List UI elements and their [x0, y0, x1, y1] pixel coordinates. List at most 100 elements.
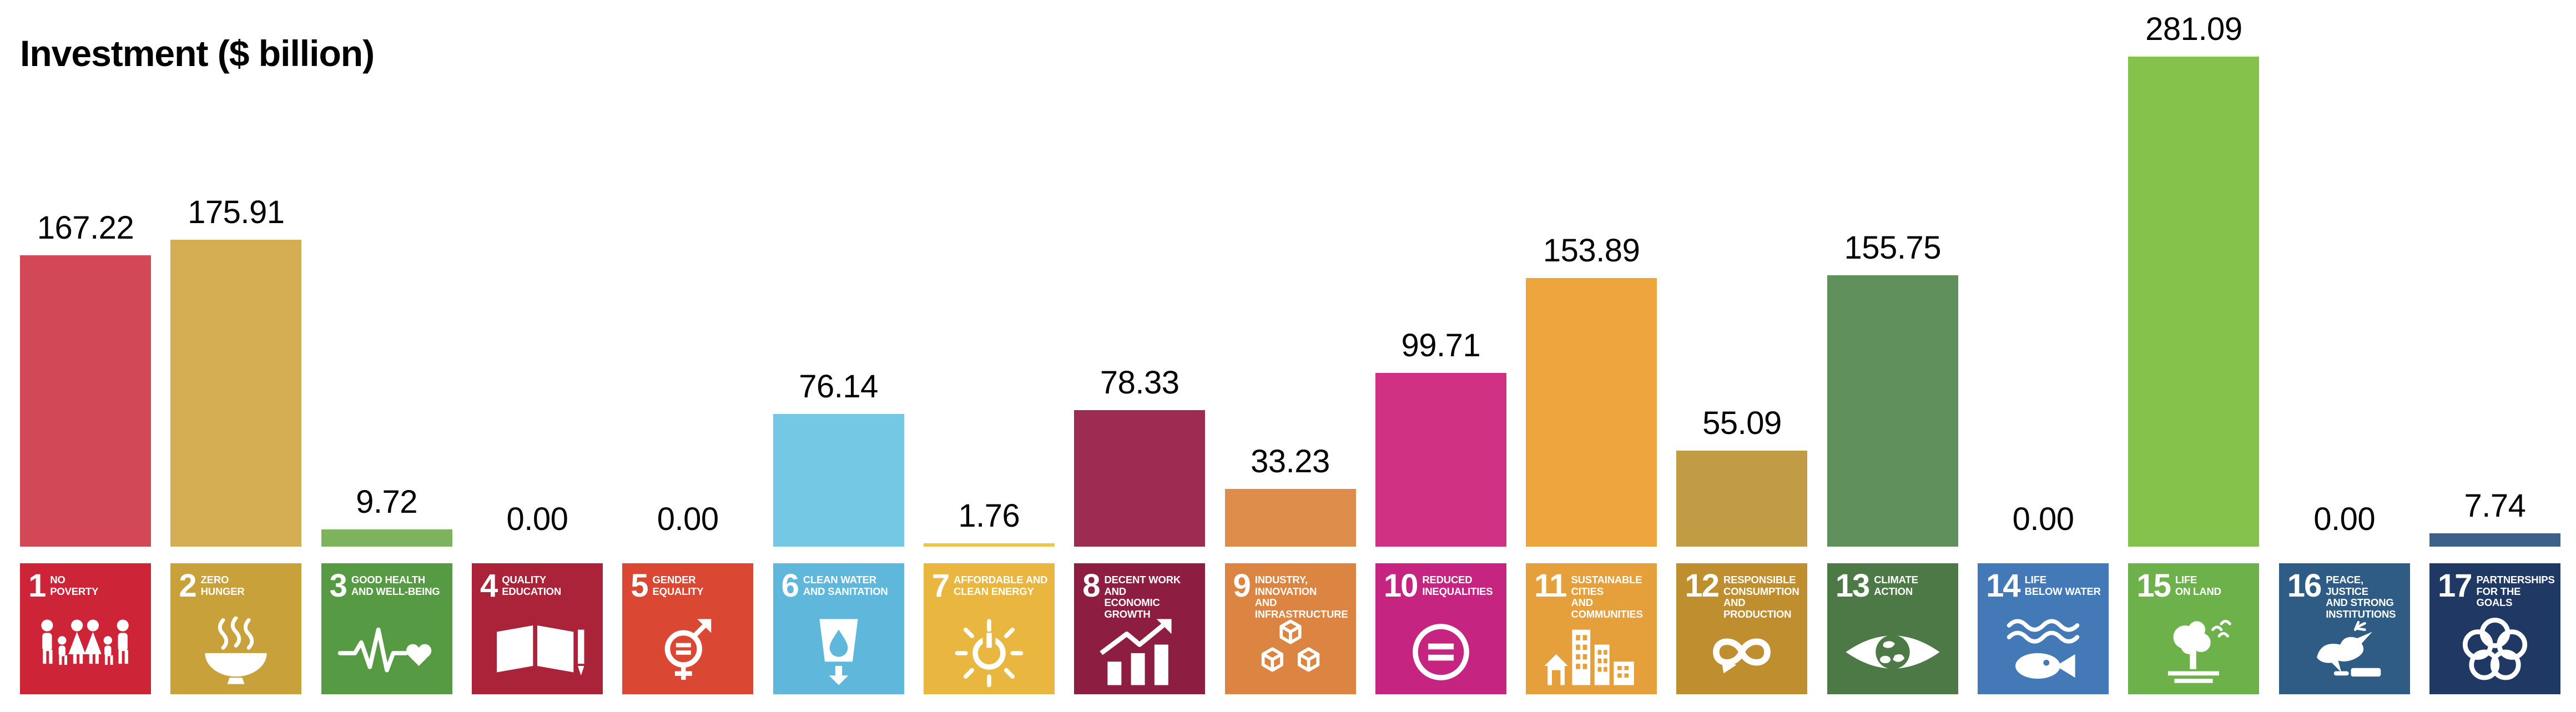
goal-number: 9: [1233, 568, 1251, 604]
equality-icon: [1388, 617, 1494, 688]
tile-header: 16 PEACE, JUSTICE AND STRONG INSTITUTION…: [2287, 568, 2406, 620]
goal-title: SUSTAINABLE CITIES AND COMMUNITIES: [1571, 574, 1643, 620]
bar-value-label: 167.22: [37, 210, 134, 246]
sdg-tile: 13 CLIMATE ACTION: [1827, 563, 1958, 694]
goal-title: REDUCED INEQUALITIES: [1422, 574, 1493, 597]
goal-title: LIFE ON LAND: [2175, 574, 2221, 597]
people-icon: [32, 617, 139, 688]
goal-column: 281.09 15 LIFE ON LAND: [2128, 0, 2260, 712]
goal-title: CLIMATE ACTION: [1874, 574, 1918, 597]
goal-title: INDUSTRY, INNOVATION AND INFRASTRUCTURE: [1254, 574, 1348, 620]
investment-bar: [923, 543, 1055, 547]
goal-title: AFFORDABLE AND CLEAN ENERGY: [954, 574, 1048, 597]
goal-number: 16: [2287, 568, 2322, 604]
goal-number: 5: [631, 568, 648, 604]
sdg-tile: 7 AFFORDABLE AND CLEAN ENERGY: [923, 563, 1055, 694]
goal-title: CLEAN WATER AND SANITATION: [803, 574, 888, 597]
sdg-tile: 12 RESPONSIBLE CONSUMPTION AND PRODUCTIO…: [1676, 563, 1808, 694]
bowl-icon: [183, 617, 289, 688]
bar-value-label: 175.91: [188, 194, 285, 230]
goal-title: QUALITY EDUCATION: [502, 574, 562, 597]
tile-header: 2 ZERO HUNGER: [179, 568, 297, 604]
tile-header: 5 GENDER EQUALITY: [631, 568, 749, 604]
eye-globe-icon: [1839, 617, 1946, 688]
goal-number: 11: [1534, 568, 1567, 604]
growth-chart-icon: [1086, 617, 1193, 688]
investment-bar: [2128, 57, 2260, 547]
sdg-tile: 1 NO POVERTY: [20, 563, 151, 694]
heartbeat-icon: [334, 617, 440, 688]
investment-bar: [20, 255, 151, 547]
sdg-tile: 16 PEACE, JUSTICE AND STRONG INSTITUTION…: [2278, 563, 2410, 694]
bar-value-label: 0.00: [506, 501, 568, 537]
investment-bar: [1676, 451, 1808, 547]
sdg-tile: 6 CLEAN WATER AND SANITATION: [773, 563, 904, 694]
book-icon: [484, 617, 591, 688]
tile-header: 4 QUALITY EDUCATION: [480, 568, 598, 604]
gender-equality-icon: [634, 617, 741, 688]
bar-value-label: 281.09: [2145, 11, 2242, 47]
goal-title: PARTNERSHIPS FOR THE GOALS: [2476, 574, 2555, 609]
goal-number: 4: [480, 568, 498, 604]
goal-column: 0.00 5 GENDER EQUALITY: [622, 0, 754, 712]
investment-bar: [170, 240, 302, 547]
investment-bar: [1074, 410, 1206, 547]
bar-value-label: 76.14: [799, 368, 878, 405]
goal-column: 0.00 14 LIFE BELOW WATER: [1978, 0, 2109, 712]
bar-value-label: 0.00: [657, 501, 719, 537]
tile-header: 14 LIFE BELOW WATER: [1986, 568, 2104, 604]
goal-number: 14: [1986, 568, 2020, 604]
goal-title: GOOD HEALTH AND WELL-BEING: [351, 574, 440, 597]
investment-bar: [1375, 373, 1506, 547]
goal-number: 12: [1685, 568, 1719, 604]
investment-bar: [1526, 278, 1657, 547]
goal-column: 1.76 7 AFFORDABLE AND CLEAN ENERGY: [923, 0, 1055, 712]
tree-icon: [2140, 617, 2247, 688]
goal-column: 155.75 13 CLIMATE ACTION: [1827, 0, 1958, 712]
goal-column: 0.00 4 QUALITY EDUCATION: [471, 0, 603, 712]
sdg-tile: 17 PARTNERSHIPS FOR THE GOALS: [2429, 563, 2560, 694]
goal-title: ZERO HUNGER: [200, 574, 245, 597]
sdg-tile: 3 GOOD HEALTH AND WELL-BEING: [321, 563, 452, 694]
tile-header: 8 DECENT WORK AND ECONOMIC GROWTH: [1082, 570, 1201, 620]
bar-value-label: 99.71: [1401, 327, 1481, 363]
sdg-tile: 15 LIFE ON LAND: [2128, 563, 2260, 694]
dove-icon: [2291, 617, 2398, 688]
tile-header: 3 GOOD HEALTH AND WELL-BEING: [329, 568, 448, 604]
bar-value-label: 33.23: [1251, 443, 1330, 479]
investment-bar: [2429, 533, 2560, 547]
bar-value-label: 78.33: [1100, 365, 1179, 401]
goal-number: 3: [329, 568, 347, 604]
bar-value-label: 153.89: [1542, 233, 1640, 269]
sdg-tile: 8 DECENT WORK AND ECONOMIC GROWTH: [1074, 563, 1206, 694]
goal-number: 7: [931, 568, 950, 604]
sdg-tile: 11 SUSTAINABLE CITIES AND COMMUNITIES: [1526, 563, 1657, 694]
tile-header: 13 CLIMATE ACTION: [1835, 568, 1954, 604]
goal-column: 167.22 1 NO POVERTY: [20, 0, 151, 712]
bar-value-label: 55.09: [1702, 405, 1782, 441]
goal-column: 78.33 8 DECENT WORK AND ECONOMIC GROWTH: [1074, 0, 1206, 712]
goal-title: NO POVERTY: [50, 574, 99, 597]
goal-title: RESPONSIBLE CONSUMPTION AND PRODUCTION: [1723, 574, 1799, 620]
tile-header: 15 LIFE ON LAND: [2136, 570, 2255, 602]
fish-icon: [1990, 617, 2096, 688]
goal-title: GENDER EQUALITY: [652, 574, 704, 597]
bar-value-label: 1.76: [958, 498, 1020, 534]
goal-number: 13: [1835, 568, 1870, 604]
sdg-tile: 4 QUALITY EDUCATION: [471, 563, 603, 694]
goal-column: 9.72 3 GOOD HEALTH AND WELL-BEING: [321, 0, 452, 712]
bar-value-label: 0.00: [2012, 501, 2074, 537]
goal-number: 2: [179, 568, 196, 604]
tile-header: 17 PARTNERSHIPS FOR THE GOALS: [2438, 570, 2556, 609]
sdg-tile: 5 GENDER EQUALITY: [622, 563, 754, 694]
goal-title: DECENT WORK AND ECONOMIC GROWTH: [1104, 574, 1181, 620]
goal-column: 0.00 16 PEACE, JUSTICE AND STRONG INSTIT…: [2278, 0, 2410, 712]
sdg-tile: 2 ZERO HUNGER: [170, 563, 302, 694]
goal-column: 153.89 11 SUSTAINABLE CITIES AND COMMUNI…: [1526, 0, 1657, 712]
bar-chart: 167.22 1 NO POVERTY 175.91 2 ZERO HUNGER…: [20, 0, 2560, 712]
goal-column: 99.71 10 REDUCED INEQUALITIES: [1375, 0, 1506, 712]
goal-column: 33.23 9 INDUSTRY, INNOVATION AND INFRAST…: [1224, 0, 1356, 712]
tile-header: 9 INDUSTRY, INNOVATION AND INFRASTRUCTUR…: [1233, 568, 1352, 620]
tile-header: 1 NO POVERTY: [28, 570, 147, 602]
bar-value-label: 9.72: [356, 484, 418, 520]
